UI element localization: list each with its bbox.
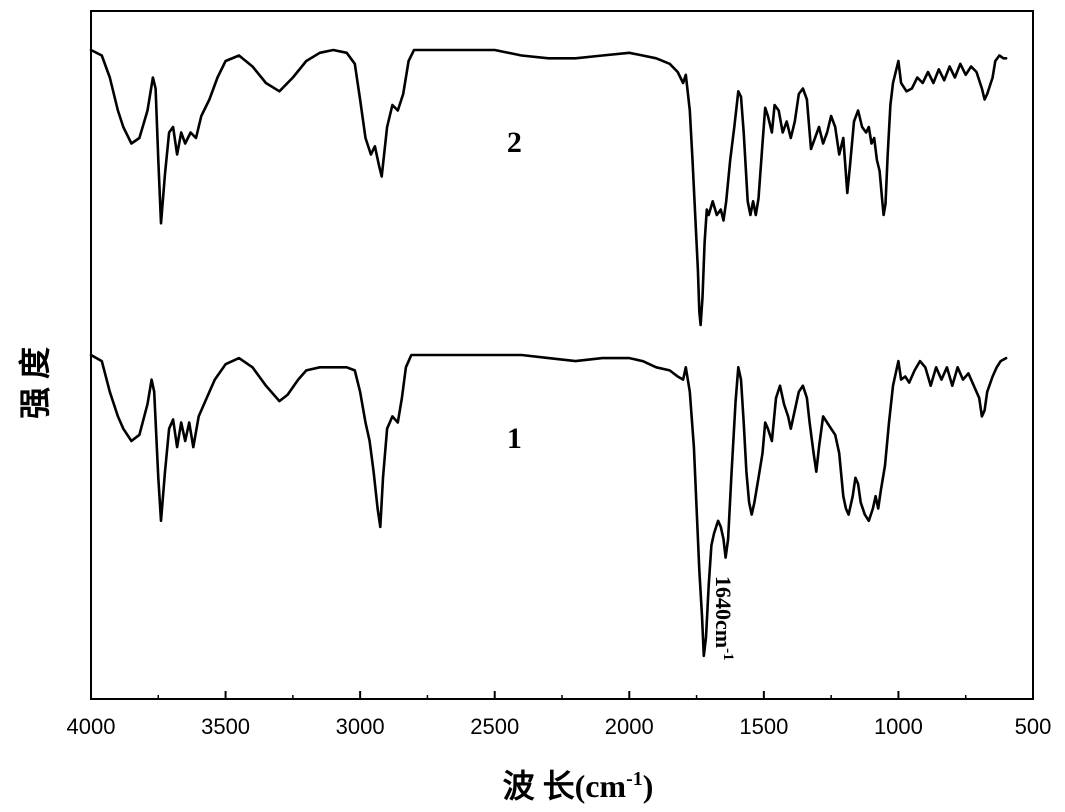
x-axis-title-close: ): [643, 768, 654, 804]
x-tick-label: 2500: [470, 714, 519, 739]
spectra-lines: [89, 48, 1008, 658]
plot-frame: [90, 10, 1034, 700]
spectrum-line-1: [89, 353, 1008, 658]
x-tick-label: 500: [1015, 714, 1052, 739]
x-tick-label: 3500: [201, 714, 250, 739]
x-tick-label: 1500: [739, 714, 788, 739]
y-axis-title: 强 度: [17, 347, 53, 419]
x-tick-label: 1000: [874, 714, 923, 739]
x-tick-label: 3000: [336, 714, 385, 739]
spectrum-line-2: [89, 48, 1008, 327]
series-labels: 21: [507, 126, 522, 455]
x-tick-label: 2000: [605, 714, 654, 739]
x-axis-title-superscript: -1: [626, 768, 643, 790]
x-axis-title-main: 波 长(cm: [503, 768, 627, 804]
peak-annotation-1640: 1640cm-1: [711, 576, 736, 661]
peak-annotation-main: 1640cm: [711, 576, 736, 648]
peak-annotation-superscript: -1: [720, 648, 736, 661]
x-tick-label: 4000: [67, 714, 116, 739]
x-axis-ticks: 4000 3500 3000 2500 2000 1500 1000 500: [67, 691, 1052, 739]
series-label-1: 1: [507, 422, 522, 455]
x-axis-title: 波 长(cm-1): [503, 768, 654, 804]
series-label-2: 2: [507, 126, 522, 159]
